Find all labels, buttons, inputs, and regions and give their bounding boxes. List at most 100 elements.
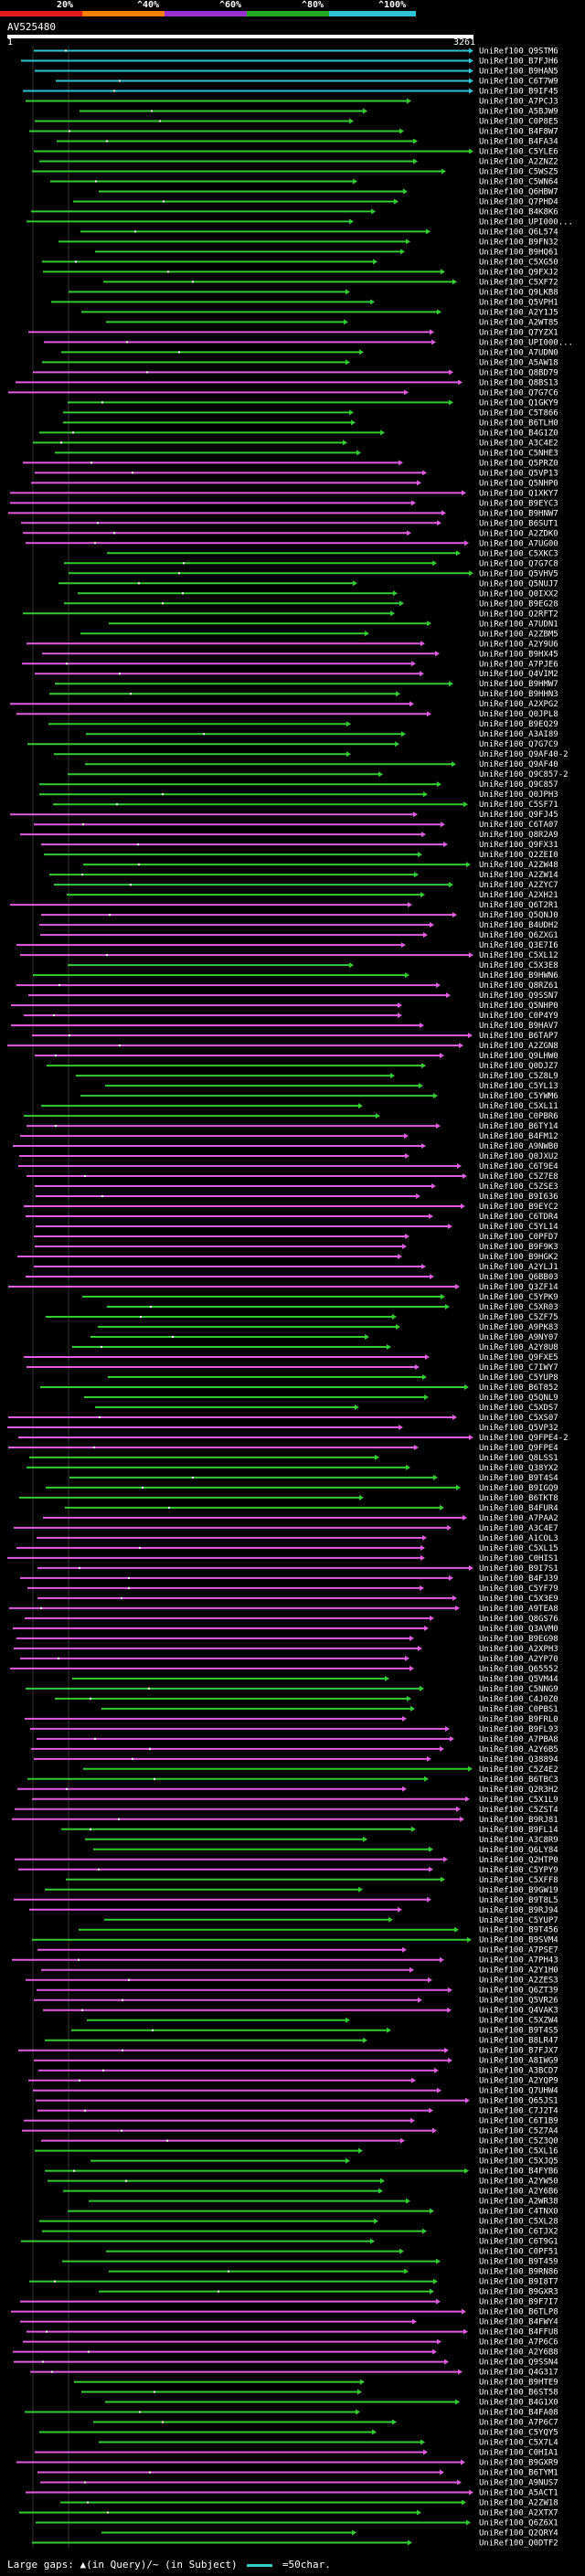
alignment-arrow (399, 2248, 404, 2254)
alignment-arrow (414, 872, 419, 878)
alignment-arrow (399, 600, 404, 607)
hit-label: UniRef100_C6T7W9 (479, 77, 558, 86)
alignment-arrow (372, 2429, 377, 2435)
hit-label: UniRef100_C5X3E9 (479, 1595, 558, 1604)
alignment-arrow (430, 1274, 434, 1280)
alignment-arrow (378, 2188, 383, 2194)
hit-label: UniRef100_C5XZW4 (479, 2017, 558, 2026)
alignment-arrow (418, 1645, 422, 1651)
alignment-arrow (405, 1655, 410, 1661)
alignment-arrow (410, 1705, 415, 1712)
hit-label: UniRef100_B4FJ39 (479, 1574, 558, 1584)
hit-label: UniRef100_B9I8T7 (479, 2278, 558, 2287)
gap-marker (128, 1576, 130, 1579)
alignment-arrow (437, 2087, 441, 2094)
hit-label: UniRef100_B9HX45 (479, 650, 558, 659)
alignment-arrow (429, 1846, 433, 1852)
hit-label: UniRef100_Q9FPE4 (479, 1444, 558, 1453)
gap-marker (60, 441, 62, 444)
alignment-arrow (448, 2057, 452, 2063)
gap-marker (154, 1777, 155, 1780)
alignment-arrow (449, 1574, 453, 1581)
alignment-arrow (452, 279, 457, 285)
hit-label: UniRef100_B4F8W7 (479, 127, 558, 136)
alignment-arrow (432, 2348, 437, 2355)
hit-label: UniRef100_Q2HTP0 (479, 1856, 558, 1865)
hit-label: UniRef100_Q3ZF14 (479, 1283, 558, 1292)
hit-label: UniRef100_A2YQP9 (479, 2077, 558, 2086)
alignment-arrow (445, 1725, 450, 1732)
hit-label: UniRef100_Q5PRZ0 (479, 459, 558, 468)
hit-label: UniRef100_Q9C857 (479, 780, 558, 790)
gap-marker (151, 110, 153, 112)
alignment-arrow (393, 590, 398, 597)
hit-label: UniRef100_B9HWN6 (479, 971, 558, 981)
alignment-arrow (402, 1946, 407, 1953)
alignment-arrow (349, 962, 354, 969)
gap-marker (128, 1978, 130, 1981)
hit-label: UniRef100_C5YUP8 (479, 1373, 558, 1383)
alignment-arrow (398, 1002, 402, 1009)
alignment-arrow (392, 2419, 397, 2425)
hit-label: UniRef100_B9T4S5 (479, 2027, 558, 2036)
alignment-arrow (420, 671, 424, 677)
hit-label: UniRef100_A2YP70 (479, 1655, 558, 1664)
gap-marker (130, 693, 132, 695)
hit-label: UniRef100_C0HIA1 (479, 2449, 558, 2458)
alignment-arrow (452, 912, 457, 918)
hit-label: UniRef100_B6TLH0 (479, 419, 558, 428)
hit-label: UniRef100_C5XF72 (479, 278, 558, 287)
alignment-arrow (445, 1303, 450, 1309)
alignment-arrow (440, 1504, 444, 1511)
alignment-arrow (461, 2459, 465, 2465)
hit-label: UniRef100_Q2RFT2 (479, 610, 558, 619)
query-id: AV525480 (7, 21, 56, 33)
alignment-arrow (422, 470, 427, 476)
hit-label: UniRef100_B9HGK2 (479, 1253, 558, 1262)
hit-label: UniRef100_B4FA34 (479, 137, 558, 146)
hit-label: UniRef100_B9IGQ9 (479, 1484, 558, 1493)
alignment-arrow (416, 1193, 420, 1200)
alignment-arrow (448, 1224, 452, 1230)
hit-label: UniRef100_C5YUP7 (479, 1916, 558, 1925)
gap-marker (218, 2290, 219, 2293)
gap-marker (163, 200, 165, 203)
hit-label: UniRef100_B4UDH2 (479, 921, 558, 930)
alignment-arrow (378, 771, 383, 778)
alignment-arrow (447, 2007, 452, 2013)
gap-marker (139, 1546, 141, 1549)
alignment-arrow (424, 1394, 429, 1400)
scale-bar-red (0, 11, 82, 16)
hit-label: UniRef100_C5X3E8 (479, 961, 558, 970)
alignment-arrow (441, 510, 446, 516)
scale-label-40: ^40% (137, 0, 160, 10)
hit-label: UniRef100_C5XL28 (479, 2218, 558, 2227)
hit-label: UniRef100_Q8R2A9 (479, 831, 558, 840)
gap-marker (159, 120, 161, 122)
hit-label: UniRef100_A2ZNZ2 (479, 157, 558, 166)
gap-marker (97, 522, 99, 525)
alignment-arrow (346, 2157, 350, 2164)
hit-label: UniRef100_B7FJX7 (479, 2047, 558, 2056)
hit-label: UniRef100_Q8LSS1 (479, 1454, 558, 1463)
hit-label: UniRef100_Q6BB03 (479, 1273, 558, 1282)
alignment-arrow (424, 1776, 429, 1782)
hit-label: UniRef100_Q1GKY9 (479, 398, 558, 408)
hit-label: UniRef100_B6TYM1 (479, 2469, 558, 2478)
hit-label: UniRef100_A7PBA8 (479, 1735, 558, 1744)
hit-label: UniRef100_B9HMW7 (479, 680, 558, 689)
gap-marker (162, 2421, 164, 2423)
hit-label: UniRef100_A9NWB0 (479, 1142, 558, 1151)
hit-label: UniRef100_Q0IXX2 (479, 589, 558, 599)
alignment-arrow (346, 751, 351, 758)
scale-bar-cyan (329, 11, 416, 16)
alignment-arrow (358, 1886, 363, 1892)
alignment-arrow (458, 379, 463, 386)
hit-label: UniRef100_Q8BD79 (479, 368, 558, 377)
hit-label: UniRef100_Q5VR26 (479, 1997, 558, 2006)
gap-marker (106, 140, 108, 143)
alignment-arrow (365, 1333, 369, 1340)
alignment-arrow (469, 58, 473, 64)
hit-label: UniRef100_Q4G317 (479, 2369, 558, 2378)
gap-marker (138, 582, 140, 585)
